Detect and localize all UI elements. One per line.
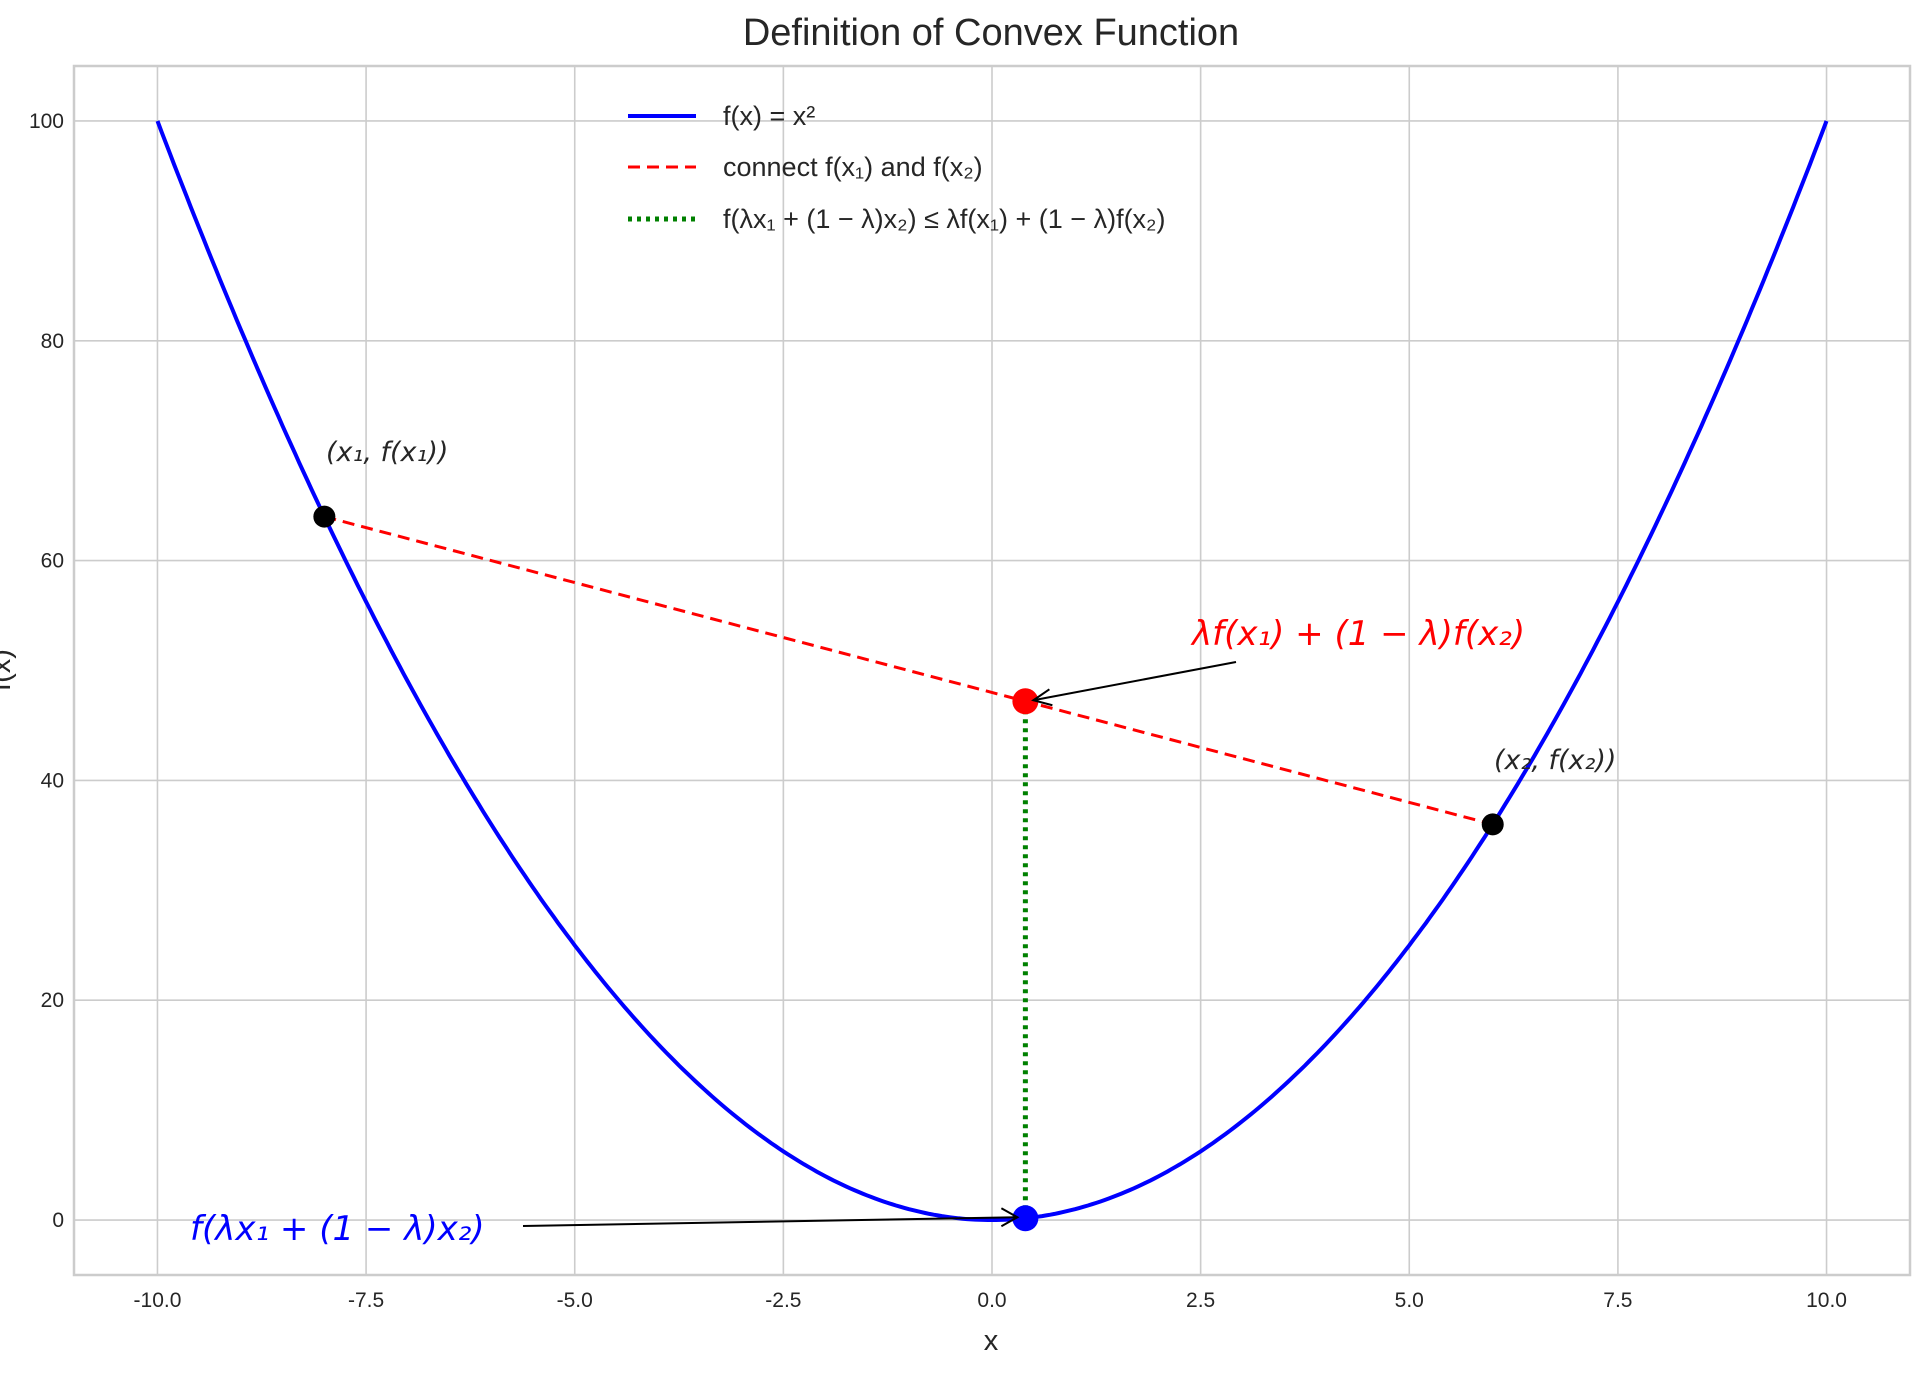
series-layer <box>155 120 1829 1232</box>
series-chord <box>323 515 1494 826</box>
data-point <box>1012 688 1039 715</box>
x-tick-label: 7.5 <box>1603 1289 1632 1312</box>
y-axis-label: f(x) <box>0 649 17 691</box>
data-point <box>1481 813 1504 836</box>
arrowhead-chord-value <box>1031 688 1053 707</box>
x-tick-label: 5.0 <box>1395 1289 1424 1312</box>
x-tick-label: -10.0 <box>134 1289 182 1312</box>
x-axis-label: x <box>984 1325 999 1357</box>
plot-frame <box>72 64 1912 1277</box>
legend-label: connect f(x₁) and f(x₂) <box>723 152 983 182</box>
x-tick-label: 10.0 <box>1806 1289 1847 1312</box>
annotation-x1: (x₁, f(x₁)) <box>326 437 448 468</box>
y-tick-label: 60 <box>41 550 64 573</box>
x-tick-label: -5.0 <box>557 1289 593 1312</box>
data-point <box>1012 1205 1039 1232</box>
data-point <box>313 505 336 528</box>
arrow-function-value <box>522 1216 1018 1227</box>
y-tick-label: 0 <box>52 1209 64 1232</box>
series-parabola <box>155 120 1829 1222</box>
arrow-chord-value <box>1033 661 1237 702</box>
annotation-function-value: f(λx₁ + (1 − λ)x₂) <box>190 1209 485 1249</box>
arrowhead-function-value <box>1000 1207 1020 1228</box>
legend-label: f(λx₁ + (1 − λ)x₂) ≤ λf(x₁) + (1 − λ)f(x… <box>723 204 1166 234</box>
legend-label: f(x) = x² <box>723 101 815 131</box>
y-tick-labels: 0 20 40 60 80 100 <box>29 110 64 1232</box>
annotation-chord-value: λf(x₁) + (1 − λ)f(x₂) <box>1190 614 1525 654</box>
x-tick-labels: -10.0 -7.5 -5.0 -2.5 0.0 2.5 5.0 7.5 10.0 <box>134 1289 1847 1312</box>
annotation-x2: (x₂, f(x₂)) <box>1494 745 1616 776</box>
y-tick-label: 20 <box>41 989 64 1012</box>
chart-title: Definition of Convex Function <box>743 12 1239 54</box>
grid <box>74 66 1910 1275</box>
x-tick-label: 0.0 <box>977 1289 1006 1312</box>
x-tick-label: -2.5 <box>765 1289 801 1312</box>
y-tick-label: 80 <box>41 330 64 353</box>
legend: f(x) = x² connect f(x₁) and f(x₂) f(λx₁ + … <box>628 101 1166 234</box>
x-tick-label: -7.5 <box>348 1289 384 1312</box>
annotations-layer: (x₁, f(x₁)) (x₂, f(x₂)) λf(x₁) + (1 − λ)… <box>190 437 1616 1249</box>
y-tick-label: 40 <box>41 769 64 792</box>
x-tick-label: 2.5 <box>1186 1289 1215 1312</box>
y-tick-label: 100 <box>29 110 64 133</box>
